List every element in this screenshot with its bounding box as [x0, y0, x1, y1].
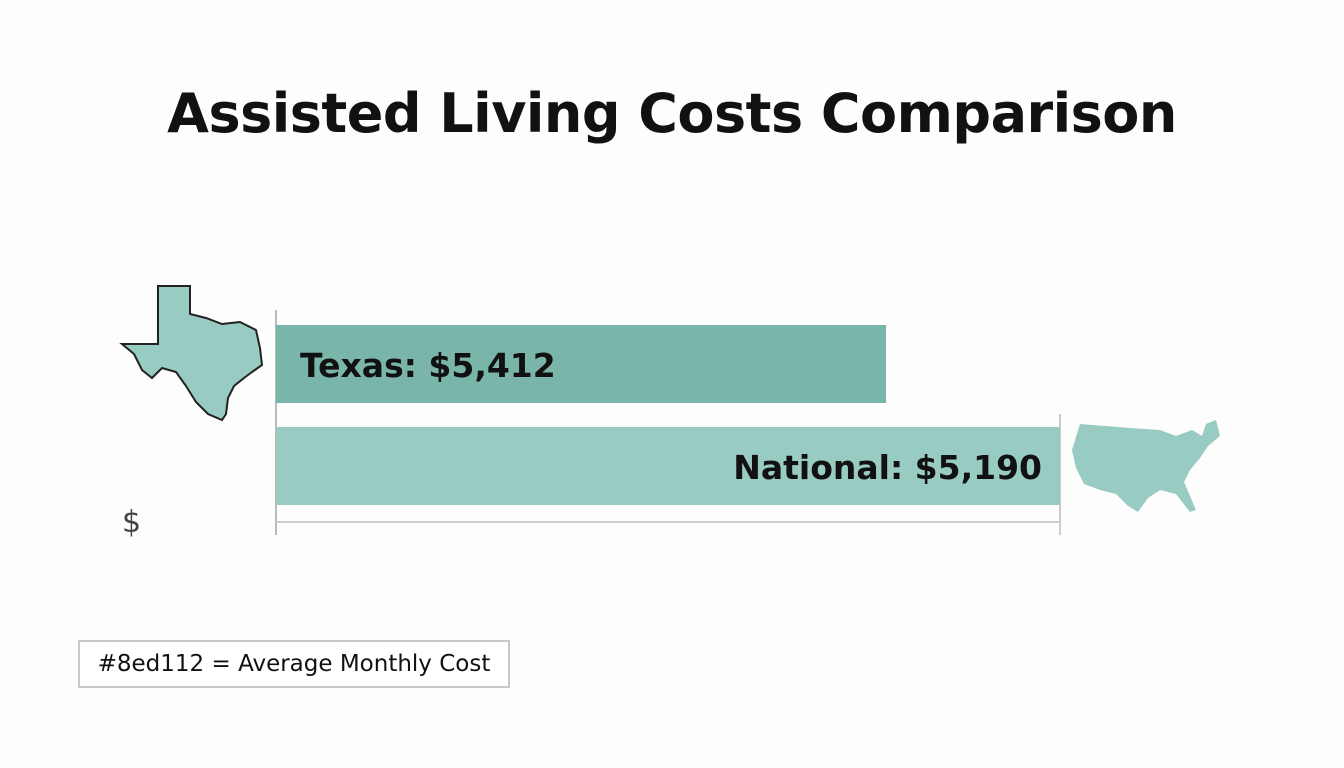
- legend: #8ed112 = Average Monthly Cost: [78, 640, 510, 688]
- currency-axis-label: $: [122, 505, 142, 540]
- data-label-national: National: $5,190: [733, 448, 1042, 487]
- texas-map-icon: [119, 285, 264, 422]
- data-label-texas: Texas: $5,412: [300, 346, 556, 385]
- bar-texas: [276, 325, 886, 403]
- chart-title: Assisted Living Costs Comparison: [167, 82, 1177, 145]
- bar-national: [276, 427, 1060, 505]
- usa-map-icon: [1072, 420, 1220, 512]
- legend-text: #8ed112 = Average Monthly Cost: [97, 651, 491, 677]
